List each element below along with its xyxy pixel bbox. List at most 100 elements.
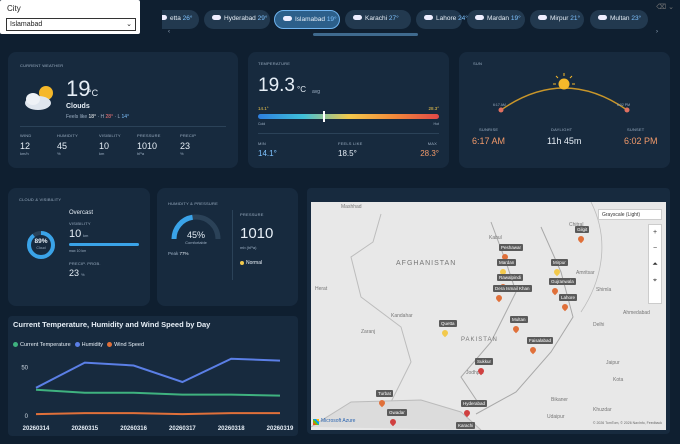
zoom-in-button[interactable]: + <box>652 229 658 236</box>
cold-label: Cold <box>258 122 266 126</box>
visibility-bar <box>69 243 139 246</box>
visibility-unit: km <box>83 233 89 238</box>
cloud-icon <box>424 15 433 20</box>
map-city-label[interactable]: Dera Ismail Khan <box>493 285 532 292</box>
map-city-label[interactable]: Hyderabad <box>461 400 488 407</box>
sun-arc <box>498 73 630 113</box>
temp-feels: 18.5° <box>338 149 357 158</box>
cloud-condition: Overcast <box>69 210 94 216</box>
map-city-label[interactable]: Mardan <box>497 259 517 266</box>
map-city-label[interactable]: Karachi <box>456 422 476 429</box>
legend-item[interactable]: Wind Speed <box>107 342 144 348</box>
x-tick-label: 20260315 <box>71 426 98 432</box>
y-tick-label: 50 <box>21 365 28 371</box>
pressure-status: Normal <box>240 260 262 266</box>
map-city-label[interactable]: Gujranwala <box>549 278 576 285</box>
slicer-icons[interactable]: ⌫ ⌄ <box>656 3 674 11</box>
cloud-visibility-card: CLOUD & VISIBILITY 89% Cloud Overcast VI… <box>8 188 150 306</box>
map-city-label[interactable]: Turbat <box>376 390 393 397</box>
series-line-current-temperature[interactable] <box>35 388 281 397</box>
sunset-small: 6:02 PM <box>617 103 631 107</box>
humidity-title: HUMIDITY & PRESSURE <box>168 201 218 206</box>
scroll-right-icon[interactable]: › <box>656 29 658 35</box>
map-city-label[interactable]: Sukkur <box>475 358 494 365</box>
legend-item[interactable]: Humidity <box>74 342 103 348</box>
current-weather-card: CURRENT WEATHER 19 °C Clouds Feels like … <box>8 52 238 168</box>
city-dropdown[interactable]: Islamabad ⌄ <box>6 18 136 31</box>
map-city-label[interactable]: Lahore <box>559 294 578 301</box>
cloud-pct: 89% <box>34 238 48 245</box>
place-label: Jaipur <box>606 360 620 366</box>
pressure-unit: mb (hPa) <box>240 245 257 250</box>
visibility-label: VISIBILITY <box>69 221 91 226</box>
legend-item[interactable]: Current Temperature <box>13 342 71 348</box>
zoom-out-button[interactable]: − <box>652 245 658 252</box>
temp-feels-label: FEELS LIKE <box>338 141 363 146</box>
sunset-label: SUNSET <box>627 127 645 132</box>
x-tick-label: 20260314 <box>23 426 50 432</box>
map-canvas[interactable]: AFGHANISTAN PAKISTAN Mashhad Kabul Herat Ka… <box>311 202 666 430</box>
city-chip-mardan[interactable]: Mardan 19° <box>467 10 525 29</box>
temperature-value: 19.3 <box>258 75 295 96</box>
pressure-value: 1010 <box>240 225 274 242</box>
daylight-value: 11h 45m <box>547 136 582 146</box>
cloud-icon <box>353 15 362 20</box>
series-line-humidity[interactable] <box>35 357 281 389</box>
cloud-icon <box>283 16 292 21</box>
cloud-title: CLOUD & VISIBILITY <box>19 197 62 202</box>
cloud-icon <box>475 15 484 20</box>
city-chip-multan[interactable]: Multan 23° <box>590 10 648 29</box>
eraser-icon[interactable]: ⌫ <box>656 4 667 11</box>
map-city-label[interactable]: Multan <box>510 316 528 323</box>
map-style-picker[interactable]: Grayscale (Light) <box>598 209 662 220</box>
map-city-label[interactable]: Peshawar <box>499 244 524 251</box>
scroll-left-icon[interactable]: ‹ <box>168 29 170 35</box>
city-chip-islamabad[interactable]: Islamabad 19° <box>274 10 340 29</box>
current-condition: Clouds <box>66 103 90 110</box>
map-card: AFGHANISTAN PAKISTAN Mashhad Kabul Herat Ka… <box>307 188 670 434</box>
country-label: PAKISTAN <box>461 337 498 343</box>
place-label: Khuzdar <box>593 407 612 413</box>
place-label: Kandahar <box>391 313 413 319</box>
chevron-down-icon[interactable]: ⌄ <box>668 4 674 11</box>
map-city-label[interactable]: Gilgit <box>575 226 590 233</box>
daylight-label: DAYLIGHT <box>551 127 573 132</box>
chip-scrollbar[interactable]: ‹ › <box>168 29 658 36</box>
sunrise-small: 6:17 AM <box>493 103 506 107</box>
compass-icon[interactable]: ⌖ <box>653 277 657 284</box>
city-chip-karachi[interactable]: Karachi 27° <box>345 10 411 29</box>
stat-visibility: VISIBILITY 10 km <box>99 133 121 156</box>
map-city-label[interactable]: Rawalpindi <box>497 274 524 281</box>
city-slicer[interactable]: City ⌫ ⌄ Islamabad ⌄ <box>0 0 674 34</box>
scrollbar-thumb[interactable] <box>313 33 418 36</box>
city-chip-mirpur[interactable]: Mirpur 21° <box>530 10 584 29</box>
series-line-wind-speed[interactable] <box>35 412 280 416</box>
place-label: Udaipur <box>547 414 565 420</box>
map-city-label[interactable]: Mirpur <box>551 259 568 266</box>
stat-wind: WIND 12 km/h <box>20 133 32 156</box>
place-label: Kota <box>613 377 624 383</box>
country-label: AFGHANISTAN <box>396 260 457 267</box>
humidity-peak: Peak 77% <box>168 251 189 256</box>
map-city-label[interactable]: Faisalabad <box>527 337 554 344</box>
humidity-gauge <box>171 214 221 240</box>
cloud-icon <box>538 15 547 20</box>
place-label: Delhi <box>593 322 605 328</box>
city-chip-quetta[interactable]: etta 26° <box>162 10 199 29</box>
map-city-label[interactable]: Quetta <box>439 320 457 327</box>
cloud-pct-label: Cloud <box>36 246 46 250</box>
dropdown-chevron-icon[interactable]: ⌄ <box>126 21 132 28</box>
daily-chart-card: Current Temperature, Humidity and Wind S… <box>8 316 298 436</box>
cloud-sun-icon <box>25 86 53 110</box>
x-tick-label: 20260316 <box>120 426 147 432</box>
city-chip-hyderabad[interactable]: Hyderabad 29° <box>204 10 270 29</box>
divider <box>258 133 439 134</box>
pitch-icon[interactable]: ⏶ <box>652 261 658 268</box>
temp-min-label: MIN <box>258 141 266 146</box>
precip-label: PRECIP. PROB. <box>69 261 101 266</box>
chart-title: Current Temperature, Humidity and Wind S… <box>13 320 211 329</box>
city-chip-lahore[interactable]: Lahore 24° <box>416 10 468 29</box>
scale-max: 28.3° <box>428 106 439 111</box>
precip-value: 23 <box>69 268 80 278</box>
map-city-label[interactable]: Gwadar <box>387 409 407 416</box>
